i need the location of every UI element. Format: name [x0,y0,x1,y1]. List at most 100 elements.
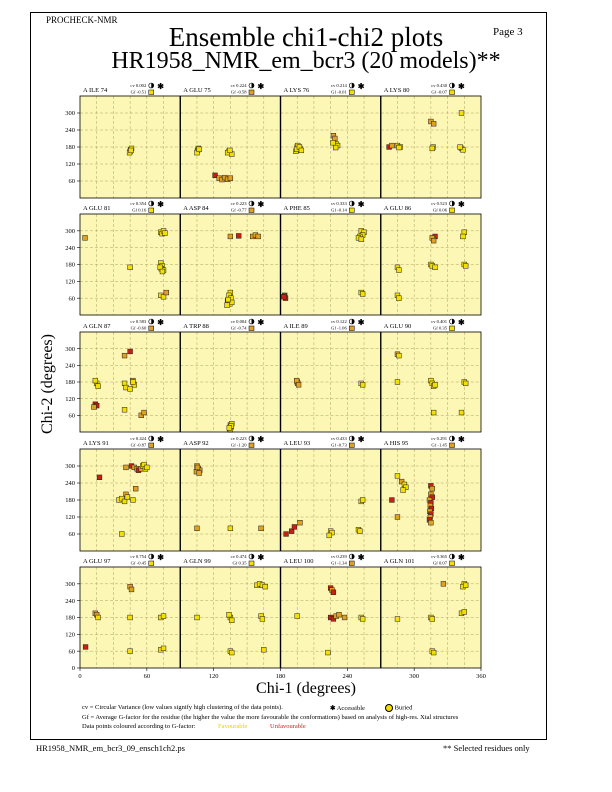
panel-residue-label: A PHE 85 [284,205,310,212]
panel-gf-label: Gf 0.35 [433,326,448,331]
panel-gf-label: Gf -1.45 [431,443,447,448]
panel-cv-label: cv 0.430 [431,83,448,88]
data-point [127,264,133,270]
data-point [329,529,335,536]
data-point [297,520,303,526]
accessible-icon: ✱ [157,435,164,444]
y-tick-label: 300 [65,581,75,588]
y-tick-label: 180 [65,144,75,151]
data-point [91,404,97,410]
data-point [229,649,235,656]
data-point [440,581,447,587]
accessible-icon: ✱ [258,435,265,444]
panel-residue-label: A GLN 99 [183,558,210,565]
panel-cv-label: cv 0.004 [231,319,248,324]
panel-cv-label: cv 0.333 [331,201,348,206]
data-point [159,268,166,275]
accessible-icon: ✱ [358,200,365,209]
data-point [431,409,437,416]
data-point [458,110,465,116]
chart-subtitle: HR1958_NMR_em_bcr3 (20 models)** [111,48,501,74]
accessible-icon: ✱ [258,553,265,562]
y-tick-label: 120 [65,279,75,286]
gf-color-swatch [248,560,255,566]
data-point [160,613,167,619]
cv-marker-fill [452,436,455,441]
panel-gf-label: Gf 0.07 [433,561,448,566]
data-point [229,617,235,623]
panel-residue-label: A GLU 75 [183,87,210,94]
panel-residue-label: A ILE 74 [83,87,108,94]
accessible-icon: ✱ [157,200,164,209]
panel-gf-label: Gf 0.06 [433,208,448,213]
y-tick-label: 180 [65,497,75,504]
data-point [95,614,101,621]
y-tick-label: 240 [65,127,75,134]
buried-text: Buried [394,704,413,712]
data-point [291,524,298,530]
x-axis-label: Chi-1 (degrees) [256,680,356,697]
data-point [396,267,402,273]
cv-marker-fill [351,201,355,206]
data-point [325,649,331,656]
data-point [396,295,402,301]
panel-gf-label: Gf -1.20 [231,443,247,448]
panel-gf-label: Gf -0.01 [331,90,347,95]
gf-color-swatch [148,442,154,448]
legend-unfavourable: Unfavourable [270,723,306,730]
data-point [460,147,466,153]
panel-cv-label: cv 0.214 [331,83,348,88]
data-point [458,409,465,416]
y-tick-label: 300 [65,346,75,353]
accessible-icon: ✱ [157,318,164,327]
data-point [432,382,438,388]
data-point [295,382,302,388]
data-point [330,140,336,146]
data-point [258,525,264,531]
gf-color-swatch [248,442,255,448]
accessible-icon: ✱ [458,318,465,327]
data-point [457,144,463,150]
data-point [359,497,366,503]
data-point [130,379,136,385]
y-tick-label: 60 [69,531,76,538]
legend-favourable: Favourable [218,723,248,730]
data-point [396,352,402,359]
data-point [432,264,438,270]
data-point [226,612,232,618]
panel-residue-label: A LYS 80 [384,87,410,94]
legend-color-text: Data points coloured according to G-fact… [82,723,196,730]
data-point [160,645,167,652]
data-point [403,484,409,490]
data-point [92,377,98,384]
cv-marker-fill [251,83,254,88]
data-point [138,412,144,418]
gf-color-swatch [349,442,355,448]
panel-residue-label: A HIS 95 [384,440,409,447]
data-point [227,233,234,240]
accessible-icon: ✱ [458,553,465,562]
data-point [212,172,218,178]
data-point [123,464,129,471]
panel-residue-label: A LEU 100 [284,558,314,565]
data-point [133,486,139,492]
data-point [119,495,125,502]
y-tick-label: 60 [69,648,76,655]
data-point [194,525,200,531]
cv-marker-fill [351,554,355,559]
data-point [389,497,395,503]
data-point [332,144,339,151]
panel-cv-label: cv 0.223 [231,201,248,206]
data-point [394,379,401,385]
data-point [262,583,268,590]
panel-gf-label: Gf -1.34 [331,561,347,566]
y-tick-label: 240 [65,245,75,252]
legend-buried-label: Buried [385,704,412,712]
y-tick-label: 180 [65,379,75,386]
data-point [396,144,402,151]
cv-marker-fill [151,436,154,441]
data-point [359,616,366,622]
panel-cv-label: cv 0.583 [130,319,147,324]
panel-gf-label: Gf -1.06 [331,326,347,331]
gf-color-swatch [349,89,355,95]
